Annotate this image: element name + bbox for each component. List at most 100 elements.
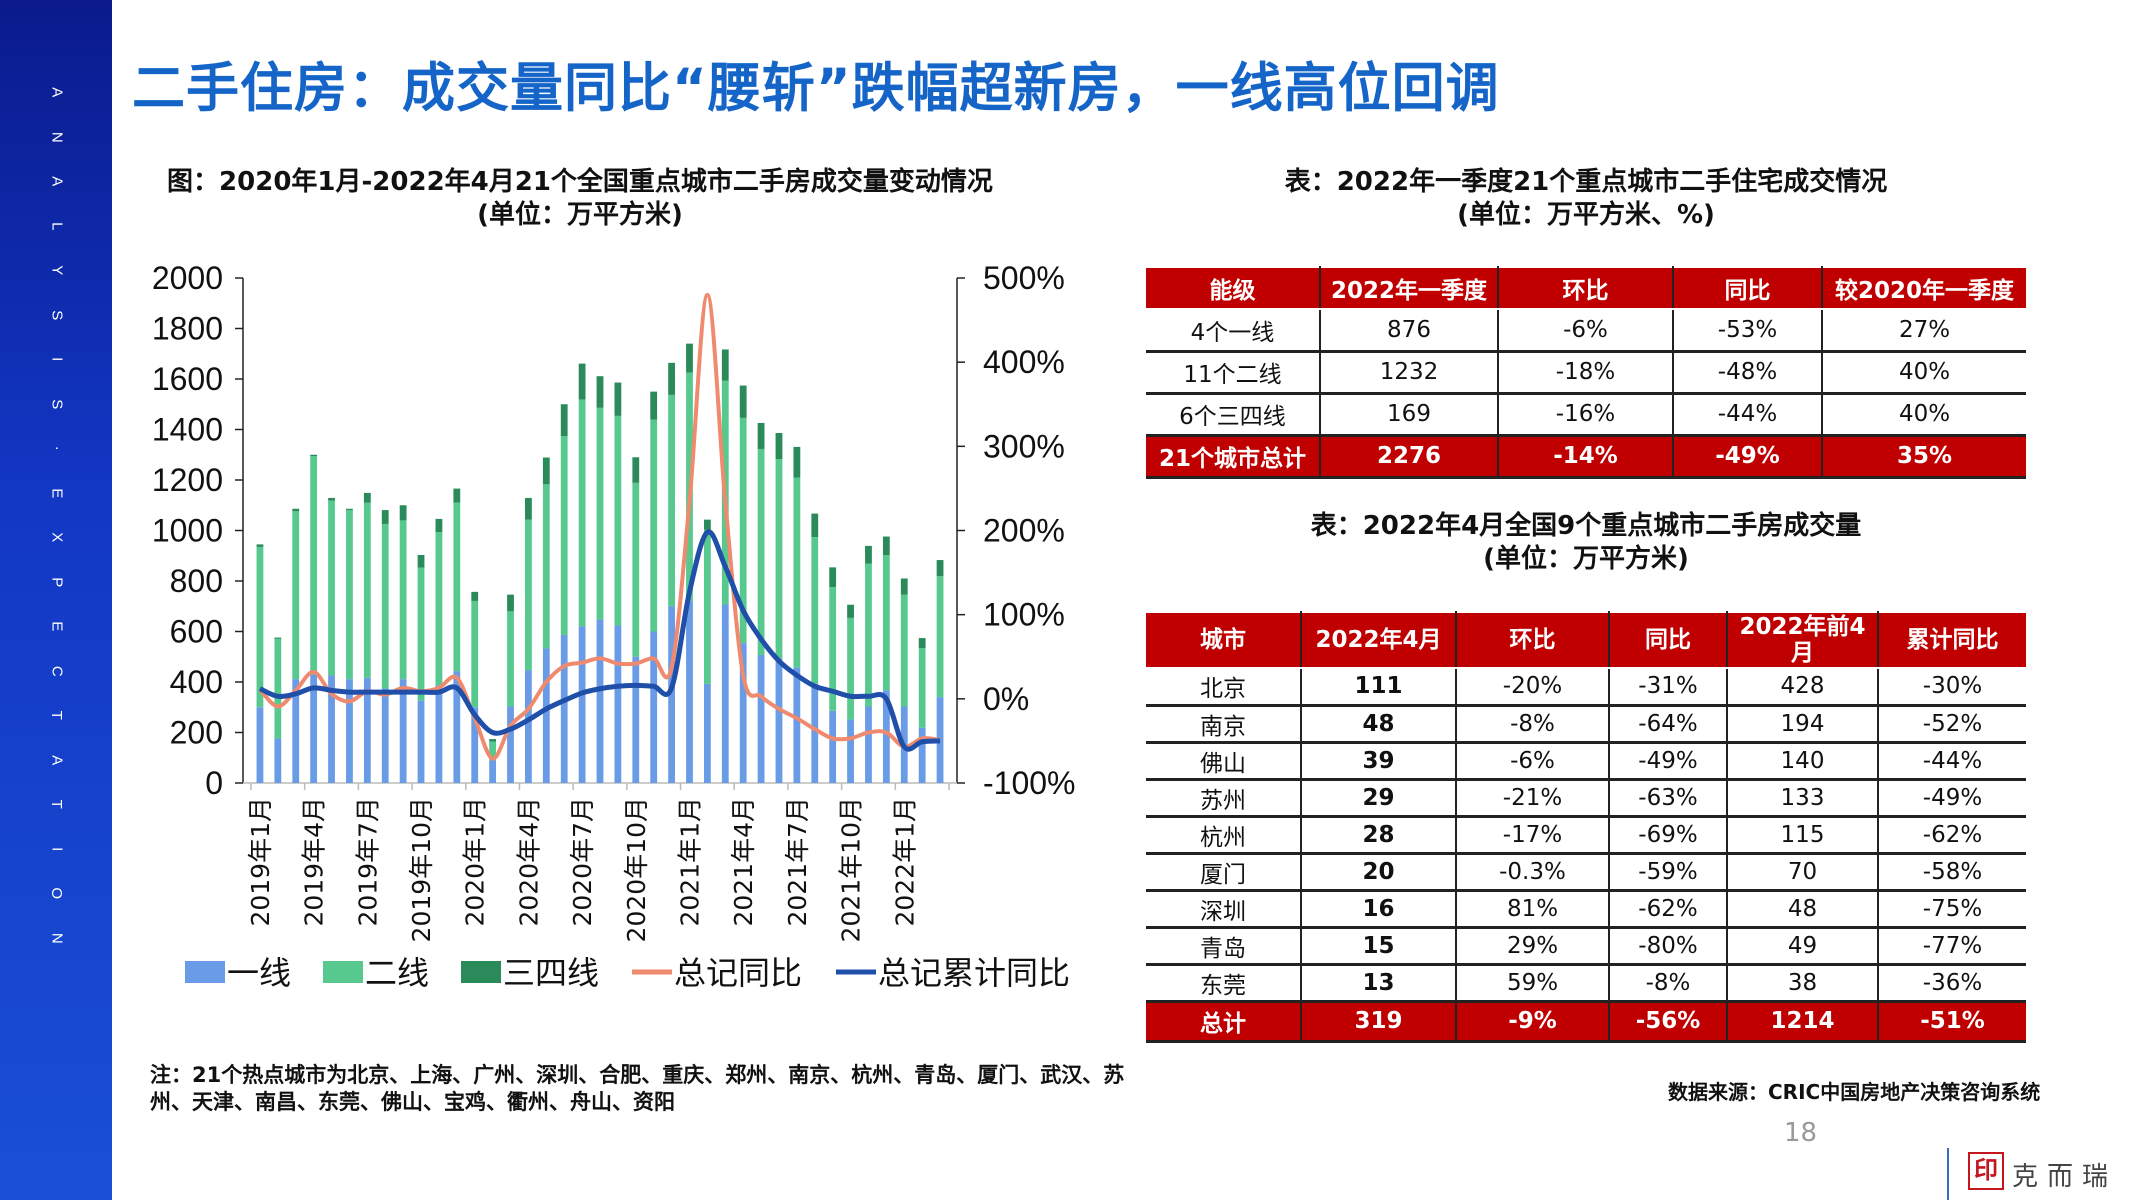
table2-title-text: 表：2022年4月全国9个重点城市二手房成交量 (1310, 511, 1862, 541)
column-header: 同比 (1672, 266, 1823, 310)
table-cell: -8% (1455, 704, 1610, 744)
table-cell: -62% (1877, 815, 2026, 855)
table-cell: -44% (1672, 392, 1823, 437)
bar-tier1 (614, 625, 622, 783)
bar-tier34 (739, 385, 747, 418)
footnote: 注：21个热点城市为北京、上海、广州、深圳、合肥、重庆、郑州、南京、杭州、青岛、… (150, 1063, 1125, 1114)
bar-tier34 (721, 349, 729, 381)
table-cell: 48 (1726, 889, 1879, 929)
table-cell: -49% (1877, 778, 2026, 818)
bar-tier2 (900, 594, 908, 707)
table-cell: -69% (1608, 815, 1728, 855)
table-cell: -52% (1877, 704, 2026, 744)
table-cell: 13 (1300, 963, 1457, 1003)
table-row: 厦门 20 -0.3% -59% 70 -58% (1146, 852, 2026, 892)
bar-tier34 (578, 363, 586, 400)
city-table: 城市 2022年4月 环比 同比 2022年前4月 累计同比 北京 111 -20% -31% 42… (1146, 611, 2026, 1043)
x-tick-label: 2022年1月 (890, 797, 919, 927)
table-cell: -59% (1608, 852, 1728, 892)
bar-tier2 (811, 537, 819, 684)
table-cell: -53% (1672, 308, 1823, 353)
bar-tier34 (847, 604, 854, 618)
bar-tier1 (507, 706, 514, 783)
bar-tier1 (381, 688, 389, 783)
bar-tier1 (811, 683, 819, 783)
bar-tier2 (578, 399, 586, 627)
legend-label: 三四线 (503, 954, 599, 992)
combo-chart: 0 200 400 600 800 1000 1200 1400 1600 1800 2000 -10… (152, 260, 1076, 992)
bar-tier34 (363, 492, 371, 503)
x-tick-label: 2020年4月 (514, 797, 543, 927)
x-tick-label: 2021年10月 (837, 797, 866, 942)
column-header: 环比 (1455, 611, 1610, 669)
bar-tier34 (793, 446, 801, 478)
table-cell: 4个一线 (1146, 308, 1321, 353)
bar-tier34 (596, 376, 604, 408)
bar-tier34 (381, 510, 389, 524)
y-tick-label: 1600 (152, 361, 223, 397)
x-tick-label: 2019年7月 (353, 797, 382, 927)
logo-text: 克而瑞 (2012, 1162, 2118, 1192)
bar-tier1 (310, 674, 318, 783)
table-cell: 876 (1319, 308, 1499, 353)
table-cell: 48 (1300, 704, 1457, 744)
bar-tier2 (507, 611, 514, 707)
table-row: 苏州 29 -21% -63% 133 -49% (1146, 778, 2026, 818)
y-tick-label: 1000 (152, 513, 223, 549)
bar-tier34 (310, 454, 318, 457)
table-cell: -17% (1455, 815, 1610, 855)
bar-tier2 (399, 520, 407, 680)
table-cell: 194 (1726, 704, 1879, 744)
bar-tier1 (542, 648, 550, 783)
table-cell: -31% (1608, 667, 1728, 707)
x-tick-label: 2020年10月 (622, 797, 651, 942)
bar-tier2 (417, 567, 425, 701)
y-tick-label: 0 (205, 765, 223, 801)
table-cell: 49 (1726, 926, 1879, 966)
y-tick-label: 400 (170, 664, 223, 700)
y2-tick-label: 200% (983, 513, 1065, 549)
table-cell: -0.3% (1455, 852, 1610, 892)
bar-tier2 (363, 502, 371, 678)
total-cell: -49% (1672, 434, 1823, 479)
total-cell: 35% (1821, 434, 2026, 479)
bar-tier1 (686, 601, 693, 783)
bar-tier2 (650, 419, 658, 632)
y2-tick-label: 500% (983, 260, 1065, 296)
bar-tier1 (274, 738, 282, 783)
table-row: 杭州 28 -17% -69% 115 -62% (1146, 815, 2026, 855)
bar-tier2 (793, 477, 801, 668)
table-cell: -77% (1877, 926, 2026, 966)
bar-tier2 (614, 415, 622, 626)
x-tick-label: 2021年7月 (783, 797, 812, 927)
legend-swatch (323, 961, 363, 983)
bar-tier34 (614, 382, 622, 416)
bar-tier1 (650, 631, 658, 783)
table-cell: -63% (1608, 778, 1728, 818)
table-cell: 140 (1726, 741, 1879, 781)
x-tick-label: 2020年7月 (568, 797, 597, 927)
table-cell: -20% (1455, 667, 1610, 707)
bar-tier1 (739, 643, 747, 783)
table-cell: 东莞 (1146, 963, 1302, 1003)
bar-tier2 (865, 563, 872, 707)
table-cell: 20 (1300, 852, 1457, 892)
table-cell: 青岛 (1146, 926, 1302, 966)
table-cell: 厦门 (1146, 852, 1302, 892)
logo-seal-icon: 印 (1968, 1152, 2004, 1190)
bar-tier1 (328, 675, 335, 783)
table-cell: 6个三四线 (1146, 392, 1321, 437)
header-row: 城市 2022年4月 环比 同比 2022年前4月 累计同比 (1146, 611, 2026, 669)
table-row: 南京 48 -8% -64% 194 -52% (1146, 704, 2026, 744)
table-cell: 70 (1726, 852, 1879, 892)
bar-tier1 (417, 700, 425, 783)
bar-tier34 (865, 545, 872, 564)
table-cell: -6% (1455, 741, 1610, 781)
bar-tier1 (882, 690, 890, 783)
table-row: 北京 111 -20% -31% 428 -30% (1146, 667, 2026, 707)
total-cell: 1214 (1726, 1000, 1879, 1043)
bar-tier2 (453, 502, 461, 672)
bar-tier2 (668, 394, 675, 607)
table-cell: 29% (1455, 926, 1610, 966)
bar-tier34 (453, 488, 461, 503)
